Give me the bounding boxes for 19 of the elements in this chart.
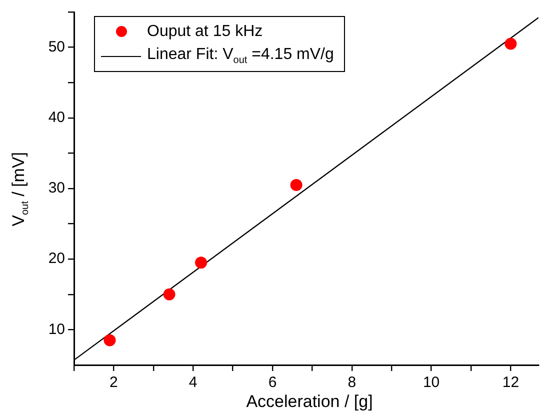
legend-label: Ouput at 15 kHz: [147, 22, 263, 40]
x-tick-label: 6: [268, 374, 277, 392]
x-tick-label: 12: [502, 374, 520, 392]
point: [504, 38, 517, 50]
x-tick-label: 2: [110, 374, 118, 392]
y-tick-label: 50: [48, 38, 65, 56]
y-tick-label: 20: [48, 250, 65, 268]
y-tick-label: 10: [48, 320, 65, 338]
point: [290, 178, 302, 191]
point: [163, 288, 176, 300]
x-tick-label: 10: [422, 374, 440, 392]
point: [195, 256, 208, 269]
legend-label: Linear Fit: V$_{out}$ =4.15 mV/g: [147, 46, 334, 67]
y-tick-label: 30: [48, 180, 65, 197]
x-tick-label: 8: [348, 374, 356, 392]
x-tick-label: 4: [188, 374, 198, 392]
x-axis-title: Acceleration / [g]: [245, 392, 374, 412]
y-tick-label: 40: [48, 109, 65, 126]
point: [104, 334, 116, 346]
